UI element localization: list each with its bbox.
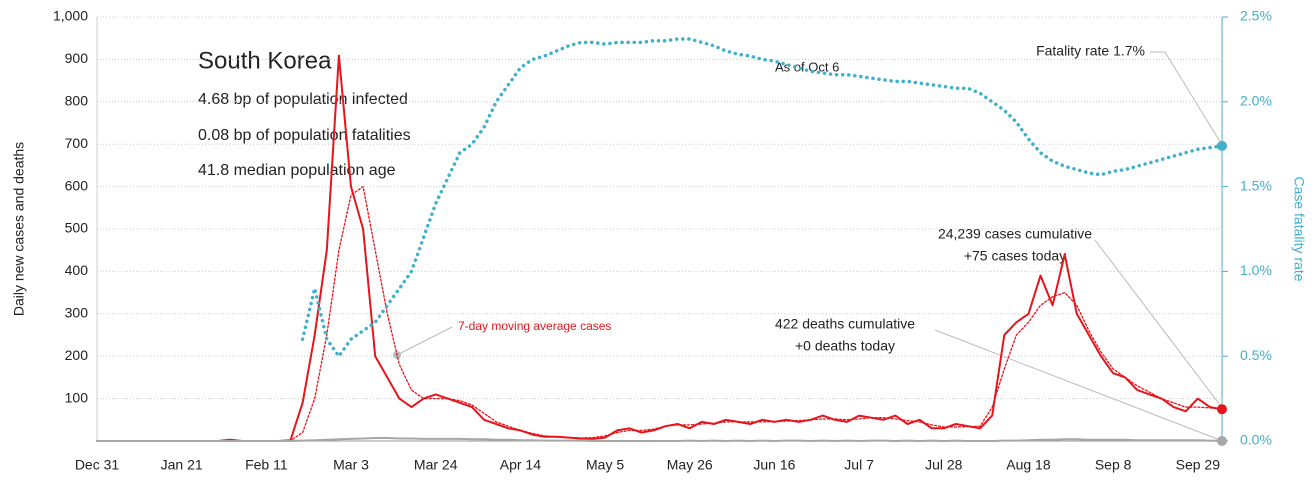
y-tick-label: 200 — [65, 347, 89, 363]
y2-tick-label: 0.5% — [1240, 347, 1272, 363]
note: As of Oct 6 — [775, 59, 839, 74]
y2-axis-label: Case fatality rate — [1291, 176, 1307, 281]
x-tick-label: Dec 31 — [75, 457, 120, 473]
chart-title: South Korea — [198, 47, 332, 74]
y-tick-label: 700 — [65, 135, 89, 151]
x-tick-label: May 26 — [667, 457, 713, 473]
annotation: 24,239 cases cumulative — [938, 226, 1092, 242]
end-dot — [1217, 140, 1227, 151]
y2-tick-label: 2.0% — [1240, 93, 1272, 109]
leader-line — [1150, 51, 1223, 146]
series-line — [96, 437, 1223, 442]
annotation: +75 cases today — [964, 248, 1066, 264]
x-tick-label: May 5 — [586, 457, 624, 473]
end-dot — [1217, 436, 1227, 446]
y-axis-label: Daily new cases and deaths — [11, 142, 27, 316]
y2-tick-label: 1.5% — [1240, 177, 1272, 193]
x-tick-label: Feb 11 — [245, 457, 288, 473]
x-tick-label: Aug 18 — [1006, 457, 1051, 473]
leader-line — [396, 326, 453, 356]
subtitle: 4.68 bp of population infected — [198, 91, 408, 108]
y-tick-label: 1,000 — [53, 8, 88, 24]
y-tick-label: 300 — [65, 305, 89, 321]
y-tick-label: 900 — [65, 50, 89, 66]
y2-tick-label: 1.0% — [1240, 262, 1272, 278]
x-tick-label: Sep 8 — [1095, 457, 1132, 473]
x-tick-label: Jul 28 — [925, 457, 963, 473]
y2-tick-label: 2.5% — [1240, 8, 1272, 24]
leader-line — [934, 329, 1221, 441]
y-tick-label: 600 — [65, 177, 89, 193]
subtitle: 0.08 bp of population fatalities — [198, 127, 411, 144]
x-tick-label: Apr 14 — [500, 457, 541, 473]
series-line — [300, 37, 1224, 358]
y-tick-label: 100 — [65, 389, 89, 405]
y-tick-label: 500 — [65, 220, 89, 236]
x-tick-label: Sep 29 — [1176, 457, 1221, 473]
x-tick-label: Jul 7 — [844, 457, 874, 473]
subtitle: 41.8 median population age — [198, 162, 396, 179]
series-label: 7-day moving average cases — [458, 319, 611, 333]
x-tick-label: Jan 21 — [161, 457, 203, 473]
annotation: 422 deaths cumulative — [775, 316, 915, 332]
y-tick-label: 400 — [65, 262, 89, 278]
annotation: Fatality rate 1.7% — [1036, 43, 1145, 59]
leader-line — [1094, 239, 1221, 406]
x-tick-label: Jun 16 — [753, 457, 795, 473]
x-tick-label: Mar 24 — [414, 457, 458, 473]
x-tick-label: Mar 3 — [333, 457, 369, 473]
y2-tick-label: 0.0% — [1240, 432, 1272, 448]
y-tick-label: 800 — [65, 93, 89, 109]
annotation: +0 deaths today — [795, 338, 895, 354]
